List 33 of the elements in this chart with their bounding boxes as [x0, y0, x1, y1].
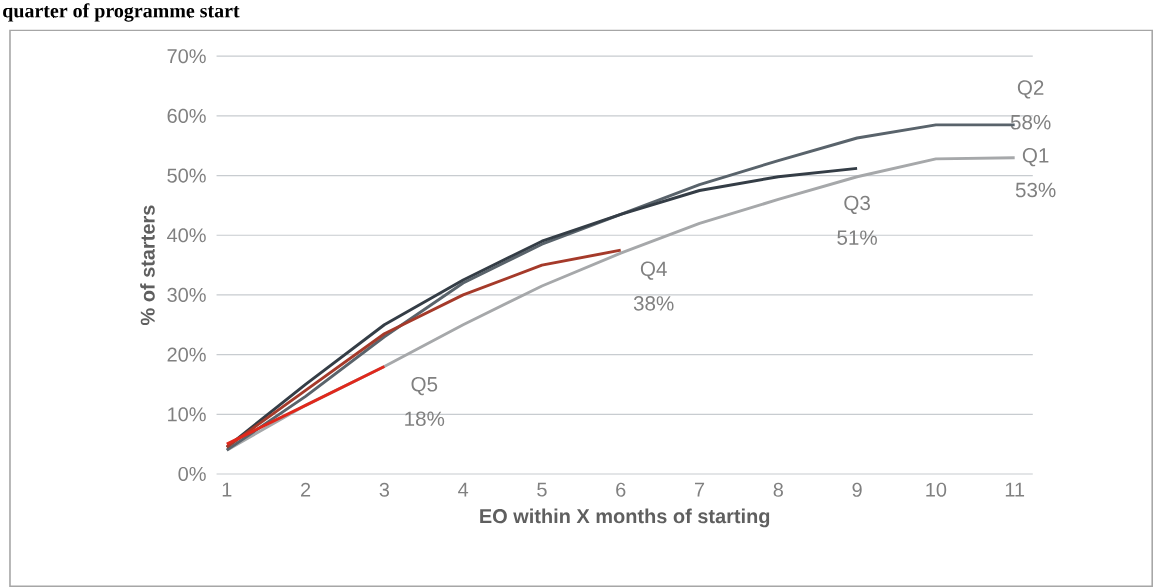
data-label: 53% — [1015, 182, 1056, 198]
series-label: Q4 — [640, 261, 667, 280]
data-label: 58% — [1010, 114, 1051, 130]
y-tick-label: 10% — [168, 407, 206, 422]
x-tick-label: 1 — [222, 482, 232, 497]
x-tick-label: 7 — [694, 482, 705, 497]
x-tick-label: 11 — [1005, 482, 1025, 497]
x-tick-label: 4 — [458, 482, 469, 497]
series-label: Q5 — [411, 376, 438, 396]
data-label: 18% — [405, 411, 445, 426]
x-tick-label: 8 — [773, 482, 783, 497]
series-label: Q3 — [844, 195, 870, 214]
y-tick-label: 30% — [167, 287, 206, 302]
y-tick-label: 0% — [178, 466, 206, 481]
y-tick-label: 60% — [167, 108, 206, 123]
x-tick-label: 6 — [616, 482, 626, 497]
x-tick-label: 5 — [537, 482, 547, 497]
chart-title: quarter of programme start — [3, 3, 240, 22]
y-tick-label: 40% — [167, 228, 206, 243]
series-label: Q2 — [1017, 80, 1044, 99]
y-tick-label: 20% — [167, 347, 206, 362]
y-tick-label: 70% — [167, 49, 206, 64]
y-axis-title: % of starters — [140, 205, 155, 325]
x-tick-label: 2 — [301, 482, 311, 497]
x-axis-title: EO within X months of starting — [480, 508, 770, 528]
line-series — [225, 248, 623, 449]
series-label: Q1 — [1022, 147, 1049, 167]
y-tick-label: 50% — [167, 168, 206, 183]
data-label: 38% — [633, 296, 674, 311]
x-tick-label: 3 — [379, 482, 390, 497]
x-tick-label: 10 — [926, 482, 947, 497]
data-label: 51% — [837, 230, 877, 245]
x-tick-label: 9 — [852, 482, 862, 497]
